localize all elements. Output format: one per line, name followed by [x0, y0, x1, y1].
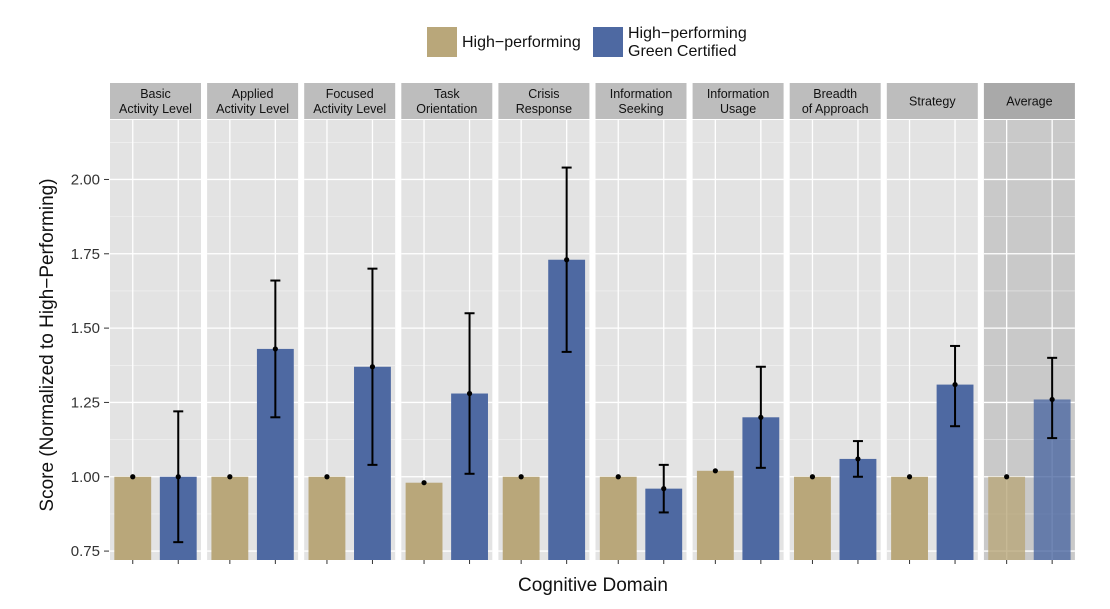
legend-swatch-green-certified: [593, 27, 623, 57]
mean-point: [712, 468, 718, 474]
bar-high-performing: [405, 482, 443, 560]
mean-point: [227, 474, 233, 480]
facet-strip-label: Applied Activity Level: [216, 87, 289, 116]
mean-point: [952, 381, 958, 388]
y-tick-label: 2.00: [71, 171, 100, 188]
facet-strip-label: Information Usage: [707, 87, 770, 116]
mean-point: [466, 390, 473, 397]
mean-point: [855, 456, 861, 462]
bar-high-performing: [891, 476, 928, 560]
y-tick-label: 1.75: [71, 246, 100, 263]
bar-high-performing: [599, 476, 637, 560]
bar-high-performing: [696, 470, 734, 560]
bar-high-performing: [114, 476, 152, 560]
bar-high-performing: [794, 476, 831, 560]
legend-swatch-high-performing: [427, 27, 457, 57]
mean-point: [272, 346, 278, 352]
x-axis-title: Cognitive Domain: [518, 575, 668, 596]
facet-strip-label: Breadth of Approach: [802, 87, 869, 116]
facet-strip: [401, 83, 493, 119]
bar-high-performing: [308, 476, 346, 560]
mean-point: [369, 364, 376, 370]
facet-strip: [595, 83, 687, 119]
facet-strip-label: Basic Activity Level: [119, 87, 192, 116]
y-tick-label: 1.25: [71, 394, 100, 411]
facet-strip-label: Task Orientation: [416, 87, 477, 116]
legend-label-green-certified: High−performing Green Certified: [628, 25, 747, 60]
mean-point: [615, 474, 621, 480]
facet-strip: [110, 83, 201, 119]
facet-strip: [207, 83, 299, 119]
mean-point: [130, 474, 136, 480]
facet-strip: [692, 83, 784, 119]
bar-high-performing: [211, 476, 249, 560]
bar-high-performing: [502, 476, 540, 560]
facet-strip-label: Information Seeking: [610, 87, 673, 116]
mean-point: [661, 486, 667, 492]
facet-strip: [886, 83, 978, 119]
mean-point: [175, 474, 181, 480]
mean-point: [324, 474, 330, 480]
y-axis-title: Score (Normalized to High−Performing): [37, 178, 58, 512]
mean-point: [564, 257, 570, 263]
mean-point: [1049, 396, 1055, 403]
facet-strip-label: Average: [1006, 95, 1052, 109]
y-tick-label: 1.50: [71, 320, 100, 337]
mean-point: [518, 474, 524, 480]
facet-strip-label: Strategy: [909, 95, 956, 109]
mean-point: [809, 474, 816, 480]
y-tick-label: 0.75: [71, 543, 100, 560]
facet-strip: [304, 83, 396, 119]
facet-strip-label: Focused Activity Level: [313, 87, 386, 116]
y-tick-label: 1.00: [71, 469, 100, 486]
mean-point: [421, 480, 427, 486]
facet-strip: [498, 83, 590, 119]
bar-high-performing: [988, 476, 1026, 560]
legend-label-high-performing: High−performing: [462, 34, 581, 51]
mean-point: [906, 474, 913, 480]
facet-strip: [983, 83, 1075, 119]
mean-point: [758, 414, 764, 420]
facet-strip-label: Crisis Response: [516, 87, 572, 116]
mean-point: [1004, 474, 1010, 480]
facet-strip: [789, 83, 881, 119]
